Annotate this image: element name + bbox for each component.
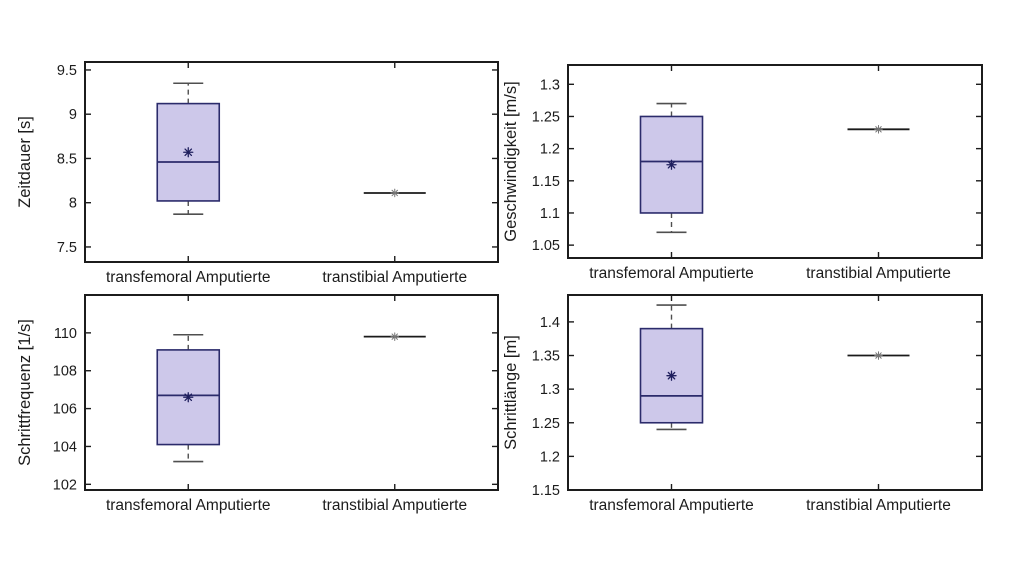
mean-marker — [666, 370, 677, 381]
axes-frame — [84, 294, 499, 491]
y-tick-label: 1.35 — [532, 349, 560, 365]
single-value-marker — [874, 351, 883, 360]
category-label: transfemoral Amputierte — [106, 269, 271, 286]
axes-frame — [567, 64, 983, 259]
subplot-schrittfrequenz: 102 104 106 108 110 transfemoral Amputierte tr… — [16, 294, 499, 514]
y-tick-label: 110 — [54, 326, 77, 342]
subplot-schrittlaenge: 1.15 1.2 1.25 1.3 1.35 1.4 transfemoral Amputi… — [502, 294, 983, 514]
y-tick-label: 1.25 — [532, 416, 560, 432]
mean-marker — [666, 159, 677, 170]
single-value-marker — [390, 332, 400, 341]
y-tick-label: 1.2 — [540, 142, 560, 158]
subplot-zeitdauer: 7.5 8 8.5 9 9.5 transfemoral Amputierte transt… — [16, 61, 499, 286]
category-label: transfemoral Amputierte — [589, 265, 754, 282]
y-tick-label: 9 — [69, 107, 77, 123]
y-axis-label: Geschwindigkeit [m/s] — [502, 81, 520, 241]
y-tick-label: 1.15 — [532, 483, 560, 499]
y-tick-label: 108 — [53, 364, 77, 380]
y-axis-label: Zeitdauer [s] — [16, 116, 34, 208]
y-tick-label: 1.2 — [540, 449, 560, 465]
y-tick-label: 7.5 — [57, 240, 77, 256]
subplot-geschwindigkeit: 1.05 1.1 1.15 1.2 1.25 1.3 transfemoral Amputi… — [502, 64, 983, 282]
category-label: transtibial Amputierte — [322, 497, 467, 514]
y-tick-label: 106 — [53, 402, 77, 418]
y-tick-label: 9.5 — [57, 63, 77, 79]
axes-frame — [84, 61, 499, 263]
single-value-marker — [874, 125, 883, 134]
mean-marker — [183, 392, 194, 403]
y-tick-label: 1.15 — [532, 174, 560, 190]
category-label: transtibial Amputierte — [806, 497, 951, 514]
iqr-box — [639, 327, 704, 424]
single-value-marker — [390, 188, 400, 198]
y-tick-label: 104 — [53, 439, 77, 455]
y-tick-label: 1.4 — [540, 315, 560, 331]
y-tick-label: 1.3 — [540, 382, 560, 398]
y-tick-label: 1.1 — [540, 206, 560, 222]
category-label: transfemoral Amputierte — [589, 497, 754, 514]
category-label: transfemoral Amputierte — [106, 497, 271, 514]
category-label: transtibial Amputierte — [806, 265, 951, 282]
y-axis-label: Schrittfrequenz [1/s] — [16, 319, 34, 466]
y-tick-label: 1.05 — [532, 238, 560, 254]
y-tick-label: 102 — [53, 477, 77, 493]
y-axis-label: Schrittlänge [m] — [502, 335, 520, 450]
y-tick-label: 8 — [69, 196, 77, 212]
category-label: transtibial Amputierte — [322, 269, 467, 286]
y-tick-label: 1.3 — [540, 77, 560, 93]
mean-marker — [183, 147, 194, 158]
axes-frame — [567, 294, 983, 491]
y-tick-label: 1.25 — [532, 109, 560, 125]
y-tick-label: 8.5 — [57, 151, 77, 167]
